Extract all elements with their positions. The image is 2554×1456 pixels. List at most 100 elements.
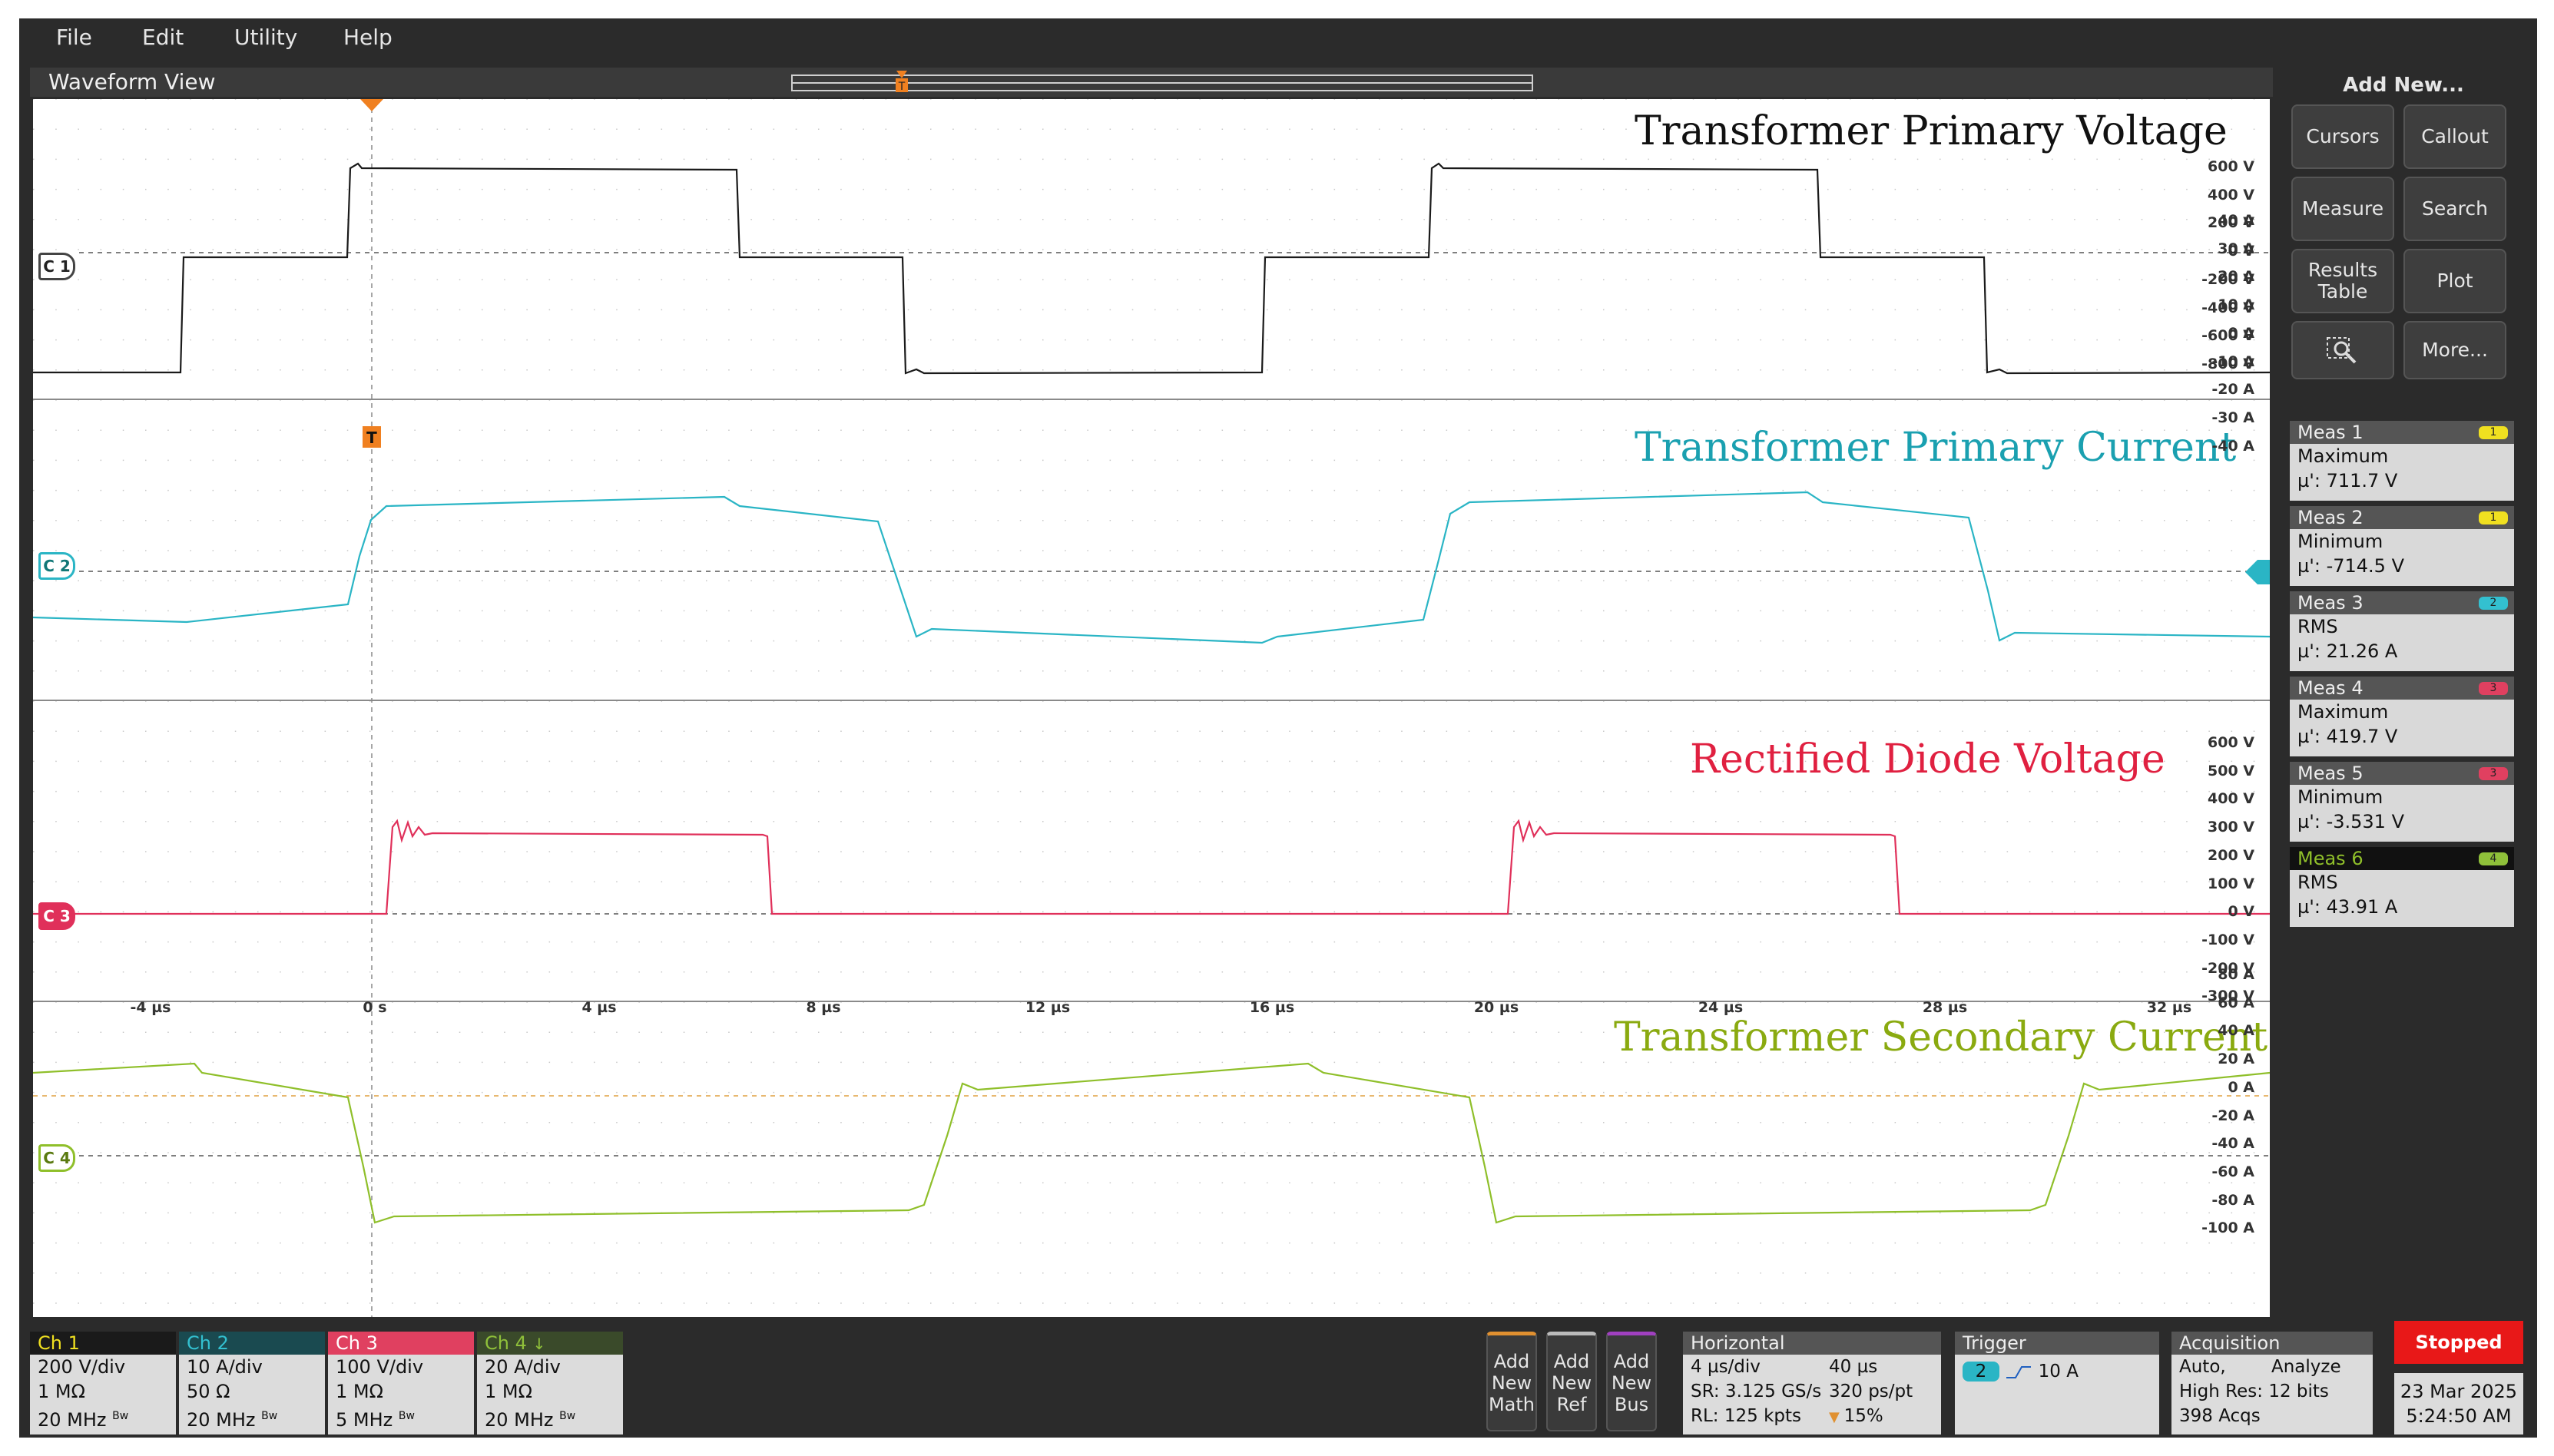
channel-1-label[interactable]: C 1 [38,253,75,280]
channel-3-settings[interactable]: Ch 3 100 V/div 1 MΩ 5 MHz Bw [328,1332,474,1434]
waveform-plot-area[interactable]: T Transformer Primary Voltage Transforme… [33,99,2270,1317]
measurement-badge-2[interactable]: Meas 2 1 Minimum µ': -714.5 V [2290,506,2514,586]
axis-tick-label: 0 V [2228,903,2254,921]
axis-tick-label: 80 A [2218,966,2254,983]
time-tick-label: 24 µs [1698,999,1744,1016]
measurement-name: Meas 5 [2297,763,2364,784]
add-new-math-button[interactable]: Add New Math [1486,1332,1537,1431]
channel-impedance: 1 MΩ [336,1381,383,1402]
bandwidth-limit-icon: Bw [398,1410,415,1422]
waveform-view-header: Waveform View T [30,68,2273,97]
measurement-badge-5[interactable]: Meas 5 3 Minimum µ': -3.531 V [2290,762,2514,842]
acquisition-count: 398 Acqs [2179,1406,2261,1426]
acquisition-title: Acquisition [2171,1332,2373,1355]
axis-tick-label: -400 V [2201,299,2254,316]
axis-tick-label: -600 V [2201,327,2254,345]
axis-tick-label: -200 V [2201,270,2254,288]
channel-name: Ch 3 [336,1332,378,1354]
results-table-button[interactable]: Results Table [2291,249,2394,313]
horizontal-title: Horizontal [1683,1332,1941,1355]
search-button[interactable]: Search [2403,177,2506,241]
measure-button[interactable]: Measure [2291,177,2394,241]
measurement-type: Minimum [2297,531,2383,552]
time-resolution: 320 ps/pt [1829,1382,1913,1401]
channel-3-label[interactable]: C 3 [38,902,75,930]
channel-bandwidth: 5 MHz [336,1409,393,1431]
time-tick-label: 0 s [363,999,387,1016]
channel-1-settings[interactable]: Ch 1 200 V/div 1 MΩ 20 MHz Bw [30,1332,176,1434]
channel-name: Ch 2 [187,1332,229,1354]
axis-tick-label: -20 A [2211,381,2254,399]
bandwidth-limit-icon: Bw [261,1410,278,1422]
channel-name: Ch 1 [38,1332,80,1354]
channel-3-waveform [33,819,2270,915]
channel-4-waveform [33,1062,2270,1224]
trigger-marker-box [363,426,381,448]
measurement-badge-4[interactable]: Meas 4 3 Maximum µ': 419.7 V [2290,677,2514,756]
measurement-value: µ': 21.26 A [2297,640,2398,662]
horizontal-panel[interactable]: Horizontal 4 µs/div 40 µs SR: 3.125 GS/s 3… [1683,1332,1941,1434]
measurement-name: Meas 4 [2297,677,2364,699]
measurement-source-badge: 1 [2479,511,2508,524]
right-control-panel: Add New... Cursors Callout Measure Searc… [2285,68,2531,1373]
acquisition-resolution: High Res: 12 bits [2179,1382,2329,1401]
measurement-type: Maximum [2297,445,2389,467]
menu-utility[interactable]: Utility [234,25,298,50]
record-time: 40 µs [1829,1357,1878,1377]
add-new-bus-button[interactable]: Add New Bus [1606,1332,1657,1431]
channel-bandwidth: 20 MHz [38,1409,107,1431]
acquisition-panel[interactable]: Acquisition Auto, Analyze High Res: 12 bi… [2171,1332,2373,1434]
channel-4-label[interactable]: C 4 [38,1144,75,1172]
time-tick-label: 28 µs [1922,999,1968,1016]
measurement-type: RMS [2297,616,2338,637]
cursors-button[interactable]: Cursors [2291,104,2394,169]
graticule-dots [33,99,2255,1304]
time-tick-label: 16 µs [1249,999,1295,1016]
axis-tick-label: 300 V [2208,819,2254,836]
diode-voltage-title: Rectified Diode Voltage [1690,736,2165,783]
menu-bar: File Edit Utility Help [19,18,2537,57]
axis-tick-label: -100 V [2201,931,2254,948]
position-icon: ▼ [1829,1409,1844,1425]
axis-tick-label: 400 V [2208,186,2254,204]
channel-scale: 100 V/div [336,1356,424,1378]
trigger-panel[interactable]: Trigger 2 10 A [1955,1332,2159,1434]
axis-tick-label: 600 V [2208,734,2254,751]
menu-help[interactable]: Help [343,25,393,50]
waveform-graphics: T [33,99,2270,1317]
channel-4-settings[interactable]: Ch 4 ↓ 20 A/div 1 MΩ 20 MHz Bw [477,1332,623,1434]
channel-bandwidth: 20 MHz [187,1409,256,1431]
measurement-name: Meas 6 [2297,848,2364,869]
channel-2-settings[interactable]: Ch 2 10 A/div 50 Ω 20 MHz Bw [179,1332,325,1434]
measurement-value: µ': -714.5 V [2297,555,2404,577]
axis-tick-label: -300 V [2201,988,2254,1005]
plot-button[interactable]: Plot [2403,249,2506,313]
axis-tick-label: -20 A [2211,1107,2254,1124]
acquisition-action: Analyze [2271,1357,2341,1377]
primary-voltage-title: Transformer Primary Voltage [1635,108,2228,154]
callout-button[interactable]: Callout [2403,104,2506,169]
time-display: 5:24:50 AM [2406,1405,2512,1427]
run-stop-button[interactable]: Stopped [2394,1321,2523,1364]
zoom-button[interactable] [2291,321,2394,379]
measurement-name: Meas 2 [2297,507,2364,528]
menu-file[interactable]: File [56,25,92,50]
zoom-icon [2327,337,2357,364]
channel-2-label[interactable]: C 2 [38,552,75,580]
channel-scale: 20 A/div [485,1356,561,1378]
measurement-type: Maximum [2297,701,2389,723]
measurement-badge-1[interactable]: Meas 1 1 Maximum µ': 711.7 V [2290,421,2514,501]
record-length: RL: 125 kpts [1691,1406,1801,1426]
axis-tick-label: -10 A [2211,352,2254,370]
waveform-view-title: Waveform View [48,69,216,94]
add-new-ref-button[interactable]: Add New Ref [1546,1332,1597,1431]
trigger-marker-text: T [366,429,377,447]
measurement-source-badge: 2 [2479,597,2508,610]
more-button[interactable]: More... [2403,321,2506,379]
menu-edit[interactable]: Edit [142,25,184,50]
axis-tick-label: 30 A [2218,240,2254,257]
measurement-badge-3[interactable]: Meas 3 2 RMS µ': 21.26 A [2290,591,2514,671]
measurement-badge-6[interactable]: Meas 6 4 RMS µ': 43.91 A [2290,847,2514,927]
record-overview-bar[interactable]: T [790,71,1543,95]
sample-rate: SR: 3.125 GS/s [1691,1382,1822,1401]
